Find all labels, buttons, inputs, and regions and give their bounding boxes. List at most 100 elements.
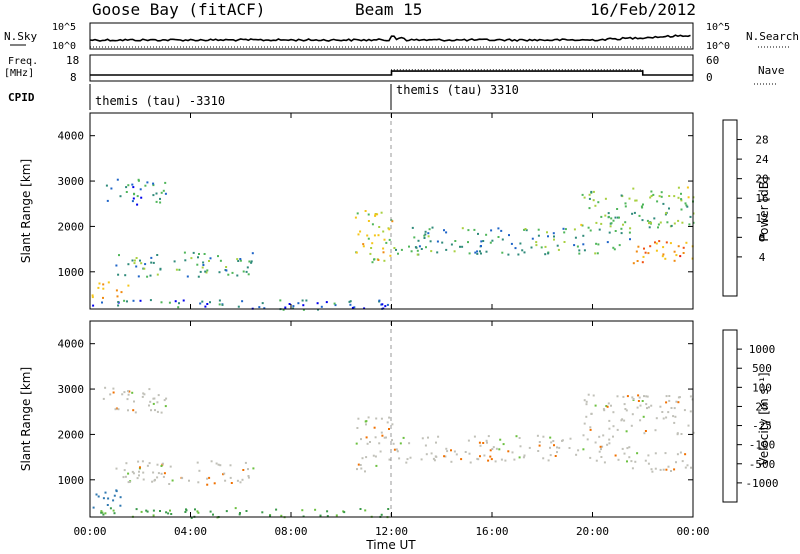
data-cell: [455, 453, 458, 456]
data-cell: [636, 406, 639, 409]
data-cell: [632, 187, 635, 190]
data-cell: [156, 463, 159, 466]
data-cell: [507, 253, 510, 256]
data-cell: [430, 452, 433, 455]
data-cell: [383, 259, 386, 262]
data-cell: [497, 227, 500, 230]
data-cell: [680, 208, 683, 211]
data-cell: [219, 464, 222, 467]
data-cell: [557, 248, 560, 251]
data-cell: [668, 195, 671, 197]
data-cell: [424, 444, 427, 447]
data-cell: [355, 251, 358, 254]
data-cell: [225, 269, 228, 272]
data-cell: [491, 448, 494, 450]
data-cell: [91, 294, 94, 297]
cpid-label: CPID: [8, 91, 35, 104]
data-cell: [234, 507, 237, 510]
data-cell: [205, 271, 208, 274]
data-cell: [637, 394, 640, 397]
data-cell: [664, 213, 667, 216]
data-cell: [196, 263, 199, 266]
data-cell: [225, 266, 228, 268]
freq-unit: [MHz]: [4, 68, 34, 79]
data-cell: [549, 454, 552, 457]
data-cell: [202, 261, 205, 264]
data-cell: [201, 266, 204, 269]
data-cell: [480, 240, 483, 243]
colorbar-tick-label: -25: [752, 420, 772, 433]
data-cell: [159, 201, 162, 204]
velocity-colorbar-label: Velocity [m s⁻¹]: [757, 372, 771, 465]
data-cell: [131, 183, 134, 186]
data-cell: [230, 482, 233, 484]
data-cell: [680, 199, 683, 202]
data-cell: [113, 512, 116, 515]
data-cell: [477, 458, 480, 461]
data-cell: [578, 252, 581, 255]
colorbar-frame: [722, 329, 738, 503]
data-cell: [396, 450, 399, 453]
data-cell: [131, 200, 134, 203]
data-cell: [620, 232, 623, 235]
data-cell: [583, 422, 586, 425]
data-cell: [362, 245, 365, 248]
power-yaxis: 4000 3000 2000 1000: [58, 130, 693, 279]
data-cell: [138, 467, 141, 470]
data-cell: [592, 394, 595, 397]
data-cell: [152, 194, 155, 197]
data-cell: [279, 299, 282, 302]
data-cell: [168, 483, 171, 485]
data-cell: [445, 231, 448, 234]
data-cell: [335, 514, 338, 517]
data-cell: [646, 219, 649, 222]
data-cell: [367, 416, 370, 419]
data-cell: [467, 229, 470, 232]
data-cell: [652, 193, 655, 196]
data-cell: [177, 306, 180, 309]
data-cell: [126, 300, 128, 303]
data-cell: [531, 237, 534, 240]
data-cell: [461, 227, 464, 230]
data-cell: [574, 236, 577, 239]
data-cell: [474, 251, 477, 254]
data-cell: [218, 299, 221, 302]
data-cell: [371, 261, 374, 264]
data-cell: [261, 302, 264, 305]
data-cell: [218, 271, 221, 274]
data-cell: [608, 427, 611, 430]
freq-series-line: [90, 70, 693, 76]
data-cell: [583, 249, 586, 252]
ytick-label: 2000: [58, 220, 85, 233]
data-cell: [302, 304, 305, 307]
data-cell: [146, 181, 149, 184]
data-cell: [650, 468, 653, 471]
data-cell: [132, 409, 135, 412]
data-cell: [508, 234, 510, 237]
data-cell: [229, 464, 232, 467]
data-cell: [581, 193, 584, 196]
data-cell: [376, 213, 379, 216]
data-cell: [665, 401, 668, 404]
data-cell: [140, 510, 143, 513]
data-cell: [138, 474, 140, 477]
data-cell: [102, 296, 104, 299]
data-cell: [578, 249, 581, 252]
data-cell: [320, 305, 323, 308]
data-cell: [382, 230, 385, 233]
data-cell: [453, 450, 456, 453]
data-cell: [659, 468, 662, 471]
data-cell: [292, 307, 295, 310]
data-cell: [522, 456, 525, 459]
data-cell: [383, 436, 386, 439]
data-cell: [247, 475, 250, 477]
data-cell: [563, 231, 566, 234]
data-cell: [367, 213, 370, 216]
data-cell: [316, 302, 319, 305]
data-cell: [116, 178, 119, 181]
data-cell: [623, 419, 626, 422]
data-cell: [610, 217, 613, 220]
data-cell: [393, 448, 396, 451]
data-cell: [386, 303, 389, 306]
data-cell: [673, 407, 676, 410]
